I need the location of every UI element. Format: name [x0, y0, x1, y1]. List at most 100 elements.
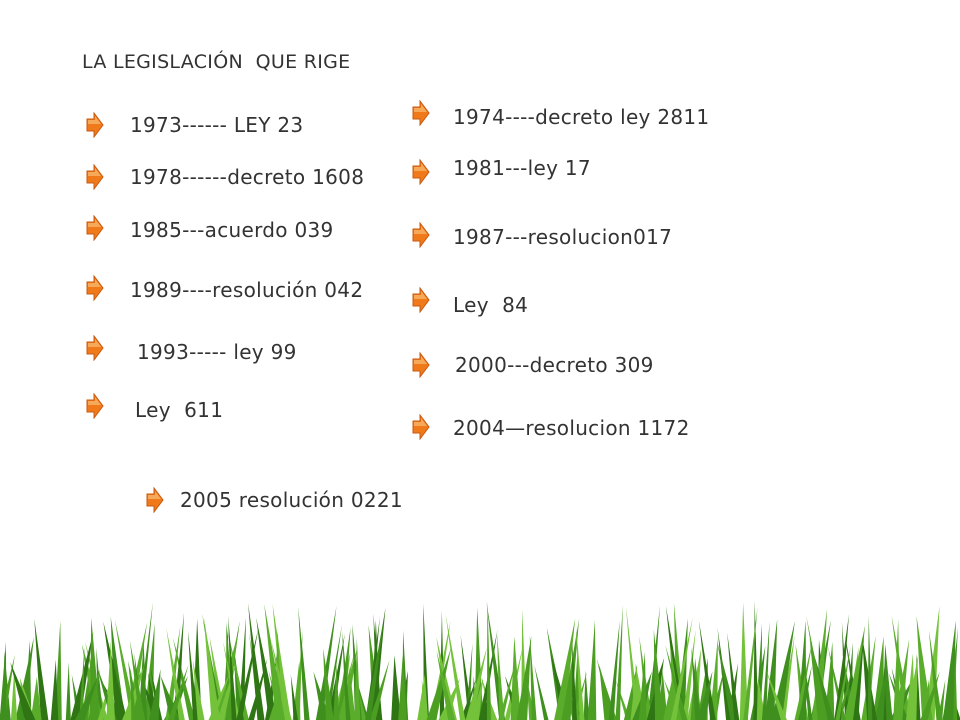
grass-blade: [465, 647, 487, 720]
grass-blade: [148, 669, 161, 720]
grass-blade: [192, 660, 205, 720]
legislation-item: 2000---decreto 309: [455, 353, 654, 377]
grass-blade: [516, 635, 532, 720]
legislation-item: 1974----decreto ley 2811: [453, 105, 710, 129]
legislation-item: 1973------ LEY 23: [130, 113, 304, 137]
grass-blade: [130, 666, 137, 720]
grass-blade: [342, 630, 351, 720]
grass-blade: [290, 674, 299, 720]
grass-blade: [630, 674, 636, 720]
grass-blade: [203, 617, 221, 720]
grass-blade: [71, 674, 83, 720]
grass-blade: [426, 648, 451, 720]
grass-blade: [172, 637, 196, 720]
grass-blade: [615, 604, 623, 720]
grass-blade: [228, 615, 237, 720]
grass-blade: [436, 637, 457, 720]
grass-blade: [888, 672, 909, 720]
legislation-item: 1989----resolución 042: [130, 278, 364, 302]
grass-blade: [460, 635, 474, 720]
bullet-arrow: [86, 393, 104, 419]
grass-blade: [160, 675, 181, 720]
grass-blade: [937, 679, 946, 720]
grass-blade: [365, 616, 385, 720]
bullet-arrow: [146, 487, 164, 513]
grass-blade: [391, 655, 401, 720]
legislation-item: 1978------decreto 1608: [130, 165, 365, 189]
grass-blade: [681, 629, 696, 720]
grass-blade: [97, 678, 112, 720]
grass-blade: [30, 677, 42, 720]
grass-blade: [867, 615, 873, 720]
grass-blade: [739, 602, 749, 720]
bullet-arrow: [412, 159, 430, 185]
legislation-item: 1981---ley 17: [453, 156, 591, 180]
grass-blade: [916, 616, 933, 720]
grass-blade: [365, 616, 380, 720]
grass-blade: [942, 620, 956, 720]
grass-blade: [295, 630, 303, 720]
bullet-arrow: [412, 287, 430, 313]
bullet-arrow: [412, 100, 430, 126]
legislation-item: Ley 84: [453, 293, 529, 317]
grass-blade: [315, 605, 337, 720]
grass-blade: [369, 660, 390, 720]
grass-blade: [647, 605, 660, 720]
grass-blade: [436, 650, 456, 720]
grass-blade: [803, 657, 813, 720]
bullet-arrow: [86, 335, 104, 361]
grass-blade: [534, 665, 549, 720]
grass-blade: [893, 618, 901, 720]
grass-blade: [498, 662, 516, 720]
grass-blade: [583, 670, 590, 720]
grass-blade: [761, 621, 770, 720]
grass-blade: [478, 629, 498, 720]
grass-blade: [421, 678, 427, 720]
grass-blade: [906, 653, 915, 720]
grass-blade: [834, 614, 850, 720]
grass-blade: [89, 617, 101, 720]
grass-blade: [103, 621, 128, 720]
grass-blade: [766, 671, 787, 720]
grass-blade: [771, 620, 795, 720]
grass-blade: [272, 604, 291, 720]
bullet-arrow: [86, 275, 104, 301]
grass-blade: [248, 603, 265, 720]
grass-blade: [798, 665, 812, 720]
bullet-arrow: [412, 222, 430, 248]
grass-blade: [335, 651, 355, 720]
grass-blade: [561, 618, 580, 720]
bullet-arrow: [86, 164, 104, 190]
grass-blade: [88, 669, 101, 720]
grass-blade: [398, 655, 407, 720]
grass-blade: [486, 600, 492, 720]
legislation-item: 1993----- ley 99: [137, 340, 297, 364]
grass-blade: [354, 637, 361, 720]
grass-blade: [874, 670, 887, 720]
grass-blade: [920, 671, 940, 720]
grass-blade: [497, 633, 505, 720]
grass-blade: [504, 646, 523, 720]
grass-blade: [575, 627, 585, 720]
legislation-item: 2004—resolucion 1172: [453, 416, 690, 440]
grass-blade: [265, 652, 278, 720]
grass-blade: [271, 640, 292, 720]
grass-blade: [587, 620, 597, 720]
grass-blade: [842, 652, 856, 720]
grass-blade: [150, 668, 163, 720]
grass-decoration: [0, 600, 960, 720]
grass-blade: [323, 648, 334, 720]
grass-blade: [333, 664, 340, 720]
grass-blade: [653, 629, 664, 720]
bullet-arrow: [412, 414, 430, 440]
grass-blade: [843, 625, 866, 720]
legislation-item: 2005 resolución 0221: [180, 488, 403, 512]
legislation-item: 1987---resolucion017: [453, 225, 673, 249]
grass-blade: [639, 636, 653, 720]
grass-blade: [862, 637, 878, 720]
grass-blade: [670, 617, 693, 720]
grass-blade: [465, 643, 473, 720]
grass-blade: [727, 632, 740, 720]
grass-blade: [806, 615, 828, 720]
